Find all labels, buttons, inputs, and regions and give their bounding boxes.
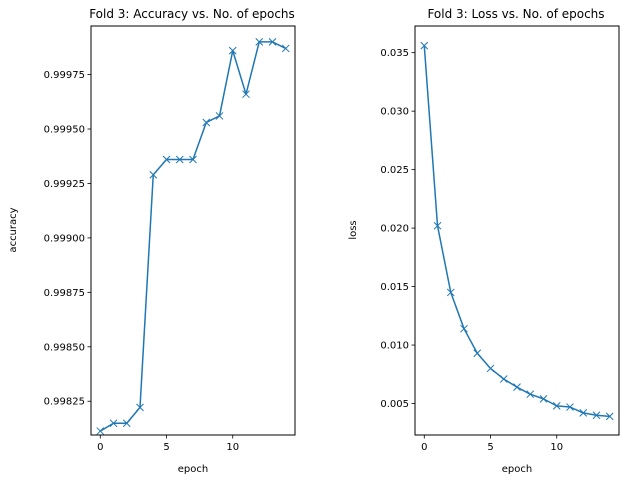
accuracy-data-point <box>255 38 264 46</box>
loss-y-tick-label: 0.035 <box>380 48 409 59</box>
accuracy-data-point <box>228 46 237 55</box>
accuracy-x-axis-label: epoch <box>178 464 208 475</box>
loss-data-point <box>460 324 468 333</box>
loss-y-tick-label: 0.005 <box>380 399 409 410</box>
accuracy-y-tick-label: 0.99850 <box>44 342 85 353</box>
accuracy-x-tick-label: 0 <box>97 442 103 453</box>
loss-y-tick-label: 0.025 <box>380 165 409 176</box>
accuracy-x-tick-label: 5 <box>163 442 169 453</box>
accuracy-y-tick-label: 0.99950 <box>44 125 85 136</box>
loss-data-point <box>552 402 561 410</box>
accuracy-data-point <box>202 118 211 127</box>
loss-y-tick-label: 0.030 <box>380 107 409 118</box>
loss-chart: Fold 3: Loss vs. No. of epochs 0 5 10 0.00… <box>348 7 620 475</box>
accuracy-data-point <box>96 427 105 435</box>
loss-data-point <box>499 375 508 383</box>
accuracy-chart-title: Fold 3: Accuracy vs. No. of epochs <box>89 7 295 21</box>
accuracy-y-tick-label: 0.99875 <box>44 288 85 299</box>
loss-data-point <box>446 288 455 297</box>
accuracy-data-point <box>189 155 197 164</box>
loss-data-point <box>566 403 574 411</box>
accuracy-data-point <box>215 112 224 120</box>
loss-series <box>420 41 614 421</box>
accuracy-x-ticks: 0 5 10 <box>97 435 239 453</box>
loss-y-ticks: 0.005 0.010 0.015 0.020 0.025 0.030 0.035 <box>380 48 415 410</box>
accuracy-data-point <box>281 44 290 53</box>
loss-data-point <box>420 41 429 50</box>
loss-y-tick-label: 0.020 <box>380 224 409 235</box>
accuracy-data-point <box>122 419 131 428</box>
accuracy-x-tick-label: 10 <box>226 442 239 453</box>
loss-x-tick-label: 0 <box>421 442 427 453</box>
accuracy-series <box>96 38 290 435</box>
accuracy-data-point <box>268 38 277 46</box>
loss-plot-area <box>414 25 620 436</box>
accuracy-data-point <box>109 419 118 428</box>
accuracy-chart: Fold 3: Accuracy vs. No. of epochs 0 5 10 … <box>8 7 296 475</box>
accuracy-data-point <box>136 403 144 412</box>
accuracy-y-tick-label: 0.99925 <box>44 179 85 190</box>
accuracy-data-point <box>162 155 171 164</box>
accuracy-plot-area <box>90 25 296 436</box>
accuracy-y-tick-label: 0.99900 <box>44 233 85 244</box>
loss-data-point <box>579 409 588 417</box>
loss-data-point <box>473 349 482 358</box>
loss-data-point <box>526 390 535 399</box>
loss-chart-title: Fold 3: Loss vs. No. of epochs <box>427 7 604 21</box>
loss-data-point <box>486 364 495 373</box>
accuracy-data-point <box>175 155 184 164</box>
accuracy-y-tick-label: 0.99825 <box>44 397 85 408</box>
accuracy-data-point <box>242 90 250 99</box>
loss-data-point <box>513 383 521 392</box>
loss-x-ticks: 0 5 10 <box>421 435 563 453</box>
loss-y-tick-label: 0.010 <box>380 341 409 352</box>
loss-x-tick-label: 10 <box>550 442 563 453</box>
loss-data-point <box>605 412 614 421</box>
loss-y-axis-label: loss <box>348 220 359 239</box>
loss-data-point <box>433 221 442 230</box>
accuracy-data-point <box>149 170 158 179</box>
loss-data-point <box>592 411 601 420</box>
accuracy-y-tick-label: 0.99975 <box>44 70 85 81</box>
accuracy-y-axis-label: accuracy <box>8 207 19 252</box>
loss-y-tick-label: 0.015 <box>380 282 409 293</box>
loss-x-tick-label: 5 <box>487 442 493 453</box>
loss-data-point <box>539 395 548 403</box>
loss-x-axis-label: epoch <box>502 464 532 475</box>
accuracy-y-ticks: 0.99825 0.99850 0.99875 0.99900 0.99925 0.999… <box>44 70 91 408</box>
